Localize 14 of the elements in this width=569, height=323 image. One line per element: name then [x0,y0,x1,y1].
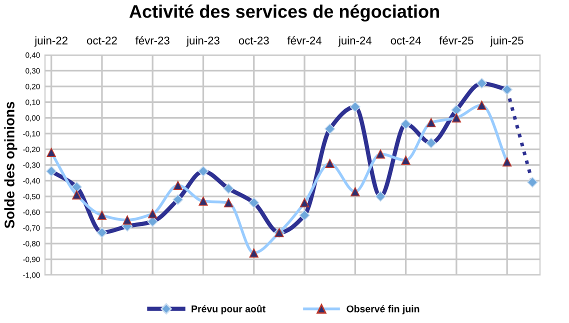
legend-label: Observé fin juin [346,305,420,314]
x-tick-label: oct-24 [390,36,421,44]
x-tick-label: juin-25 [490,36,524,47]
x-tick-label: févr-23 [135,36,170,44]
x-tick-label: oct-22 [86,36,117,44]
x-tick-label: juin-24 [338,36,372,47]
legend-label: Prévu pour août [192,304,266,314]
x-tick-label: juin-23 [186,36,220,47]
x-tick-label: févr-24 [287,36,322,44]
x-tick-label: oct-23 [238,36,269,44]
x-tick-label: févr-25 [439,36,474,44]
chart-title: Activité des services de négociation [129,4,439,22]
y-axis-title: Solde des opinions [4,102,18,228]
x-tick-label: juin-22 [34,36,68,47]
